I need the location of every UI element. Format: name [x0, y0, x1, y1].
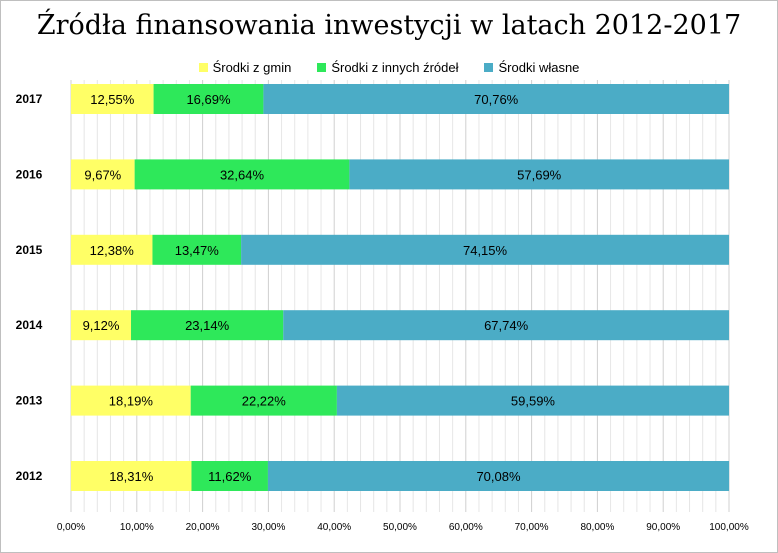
bar-segment-2017-series-2	[263, 84, 729, 114]
data-label-2013-series-1: 22,22%	[242, 394, 287, 409]
data-label-2014-series-2: 67,74%	[484, 318, 529, 333]
bar-segment-2016-series-2	[349, 159, 729, 190]
legend-label-gminy: Środki z gmin	[212, 59, 292, 75]
bar-segment-2012-series-0	[71, 461, 192, 491]
legend-item-gminy: Środki z gmin	[198, 59, 292, 75]
chart-title: Źródła finansowania inwestycji w latach …	[36, 10, 742, 41]
bar-segment-2017-series-1	[153, 84, 264, 114]
y-axis-labels: 2017 2016 2015 2014 2013 2012	[16, 92, 43, 483]
bar-segment-2016-series-0	[71, 159, 135, 190]
bar-segments: 12,55% 16,69% 70,76% 9,67% 32,64% 57,69% 12,38…	[71, 84, 730, 491]
chart-legend: Środki z gmin Środki z innych źródeł Śro…	[0, 59, 778, 75]
bar-segment-2012-series-1	[191, 461, 268, 491]
data-label-2017-series-0: 12,55%	[90, 92, 135, 107]
data-label-2012-series-0: 18,31%	[109, 469, 154, 484]
y-tick-label-2015: 2015	[16, 243, 43, 257]
gridlines	[70, 80, 730, 512]
data-label-2017-series-2: 70,76%	[474, 92, 519, 107]
data-label-2012-series-2: 70,08%	[476, 469, 521, 484]
x-tick-label-100: 100,00%	[709, 522, 749, 533]
bar-segment-2016-series-1	[134, 159, 350, 190]
legend-label-wlasne: Środki własne	[498, 59, 580, 75]
x-tick-label-0: 0,00%	[57, 522, 85, 533]
x-tick-label-10: 10,00%	[120, 522, 154, 533]
x-axis-labels: 0,00% 10,00% 20,00% 30,00% 40,00% 50,00% 60,00…	[57, 522, 749, 533]
bar-segment-2014-series-2	[283, 310, 729, 341]
x-tick-label-70: 70,00%	[515, 522, 549, 533]
data-label-2015-series-0: 12,38%	[90, 243, 135, 258]
data-label-2016-series-0: 9,67%	[84, 167, 121, 182]
bar-segment-2015-series-1	[152, 234, 242, 265]
x-tick-label-90: 90,00%	[646, 522, 680, 533]
y-tick-label-2014: 2014	[16, 318, 43, 332]
legend-swatch-wlasne	[484, 62, 494, 72]
legend-label-inne: Środki z innych źródeł	[331, 59, 459, 75]
y-tick-label-2013: 2013	[16, 394, 43, 408]
data-label-2016-series-2: 57,69%	[517, 167, 562, 182]
bar-segment-2012-series-2	[267, 461, 730, 491]
bar-segment-2017-series-0	[71, 84, 154, 114]
legend-swatch-gminy	[198, 62, 208, 72]
data-label-2012-series-1: 11,62%	[208, 469, 252, 484]
data-label-2014-series-0: 9,12%	[83, 318, 120, 333]
data-label-2016-series-1: 32,64%	[220, 167, 265, 182]
bar-segment-2014-series-0	[71, 310, 132, 341]
data-label-2015-series-2: 74,15%	[463, 243, 508, 258]
legend-item-wlasne: Środki własne	[484, 59, 579, 75]
bar-segment-2013-series-1	[190, 385, 337, 416]
bar-segment-2013-series-0	[71, 385, 191, 416]
data-label-2013-series-0: 18,19%	[109, 394, 154, 409]
bar-segment-2015-series-2	[241, 234, 729, 265]
x-tick-label-50: 50,00%	[383, 522, 417, 533]
bar-segment-2013-series-2	[336, 385, 729, 416]
bar-segment-2014-series-1	[131, 310, 284, 341]
data-label-2013-series-2: 59,59%	[511, 394, 556, 409]
y-tick-label-2017: 2017	[16, 92, 43, 106]
data-label-2017-series-1: 16,69%	[186, 92, 231, 107]
legend-swatch-inne	[317, 62, 327, 72]
bar-segment-2015-series-0	[71, 234, 153, 265]
y-tick-label-2016: 2016	[16, 167, 43, 181]
x-tick-label-40: 40,00%	[317, 522, 351, 533]
data-label-2014-series-1: 23,14%	[185, 318, 230, 333]
x-tick-label-80: 80,00%	[580, 522, 614, 533]
x-tick-label-20: 20,00%	[186, 522, 220, 533]
y-tick-label-2012: 2012	[16, 469, 43, 483]
data-label-2015-series-1: 13,47%	[175, 243, 220, 258]
x-tick-label-30: 30,00%	[251, 522, 285, 533]
legend-item-inne: Środki z innych źródeł	[317, 59, 458, 75]
x-tick-label-60: 60,00%	[449, 522, 483, 533]
